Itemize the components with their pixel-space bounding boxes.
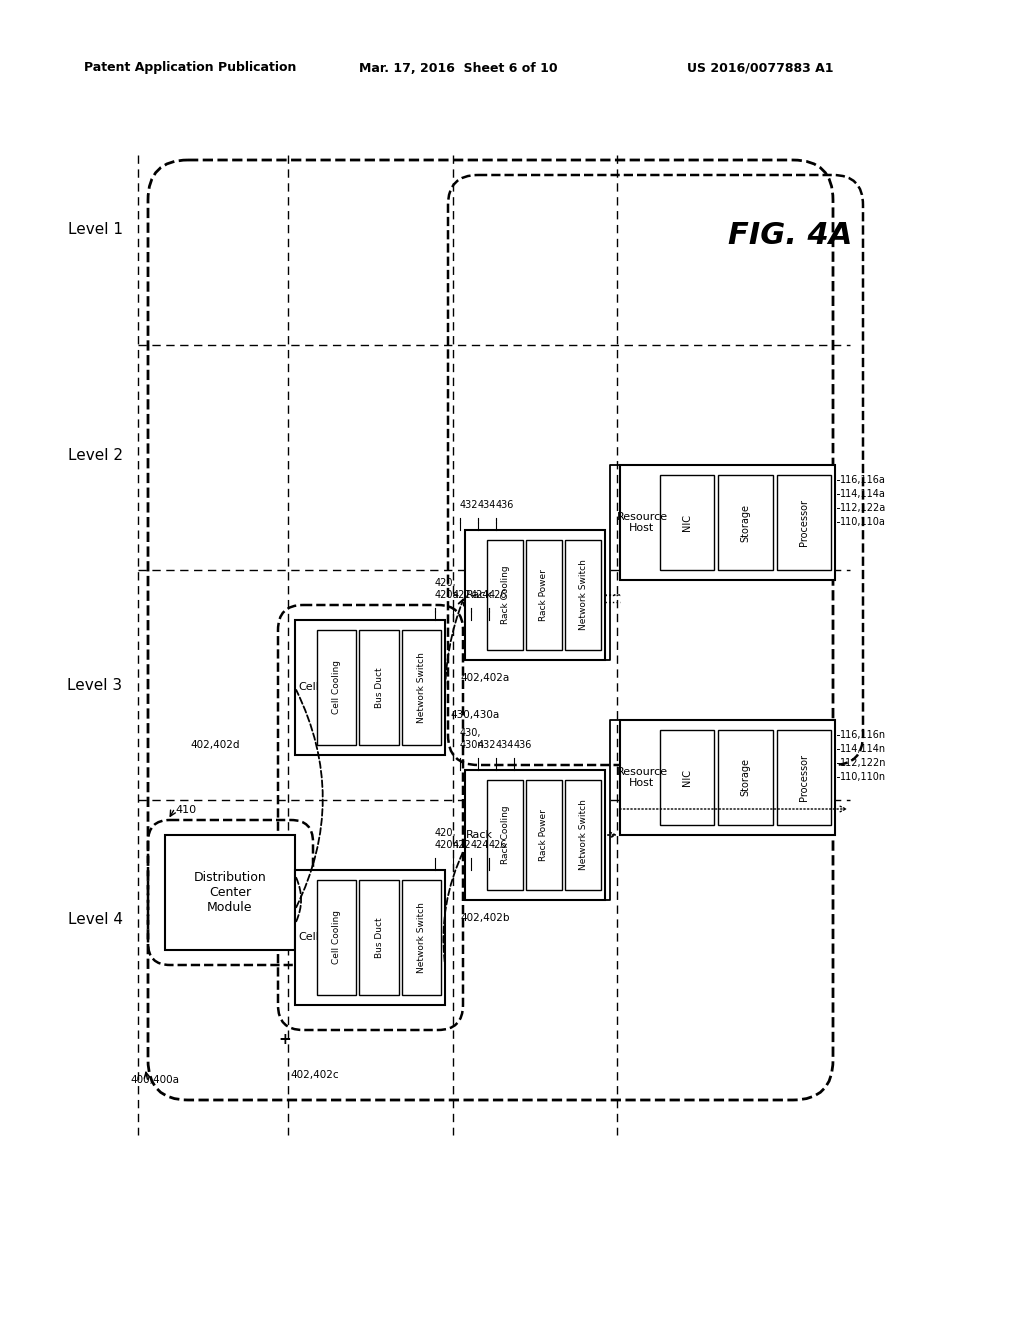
Text: 114,114a: 114,114a <box>840 488 886 499</box>
Bar <box>487 780 523 890</box>
Text: Distribution
Center
Module: Distribution Center Module <box>194 871 266 913</box>
Text: 110,110n: 110,110n <box>840 772 886 781</box>
Text: 400,400a: 400,400a <box>130 1074 179 1085</box>
Text: Rack: Rack <box>466 830 493 840</box>
Text: 410: 410 <box>175 805 197 814</box>
Bar <box>359 630 398 744</box>
Text: Rack Cooling: Rack Cooling <box>501 566 510 624</box>
Bar <box>401 630 441 744</box>
Text: 426: 426 <box>489 840 508 850</box>
Text: Bus Duct: Bus Duct <box>375 917 384 958</box>
Text: 402,402c: 402,402c <box>290 1071 339 1080</box>
Text: 434: 434 <box>496 741 514 750</box>
Bar <box>465 770 605 900</box>
Text: 402,402a: 402,402a <box>460 673 509 682</box>
Text: 402,402b: 402,402b <box>460 913 510 923</box>
Text: 112,122n: 112,122n <box>840 758 887 768</box>
Text: NIC: NIC <box>682 513 692 531</box>
Bar <box>660 475 715 570</box>
Text: 432: 432 <box>460 500 478 510</box>
Text: FIG. 4A: FIG. 4A <box>728 220 852 249</box>
Text: +: + <box>279 1032 292 1048</box>
Bar <box>718 475 773 570</box>
Text: Level 1: Level 1 <box>68 223 123 238</box>
Text: 114,114n: 114,114n <box>840 744 886 754</box>
Text: 112,122a: 112,122a <box>840 503 886 513</box>
Bar <box>526 780 562 890</box>
Text: Rack Cooling: Rack Cooling <box>501 805 510 865</box>
Text: Resource
Host: Resource Host <box>616 767 668 788</box>
Text: Level 2: Level 2 <box>68 447 123 462</box>
Bar <box>295 620 445 755</box>
Text: 420,
420n: 420, 420n <box>435 829 460 850</box>
Text: Resource
Host: Resource Host <box>616 512 668 533</box>
Bar <box>776 475 831 570</box>
Bar <box>317 880 356 995</box>
Bar <box>718 730 773 825</box>
Bar <box>565 540 601 649</box>
Text: Patent Application Publication: Patent Application Publication <box>84 62 296 74</box>
Text: Rack: Rack <box>466 590 493 601</box>
Bar <box>465 531 605 660</box>
Text: 426: 426 <box>489 590 508 601</box>
Text: 422: 422 <box>453 590 472 601</box>
Text: Processor: Processor <box>799 499 809 546</box>
Bar <box>317 630 356 744</box>
Text: 432: 432 <box>478 741 497 750</box>
Text: 420,
420a: 420, 420a <box>435 578 460 601</box>
Bar <box>620 719 835 836</box>
Text: 422: 422 <box>453 840 472 850</box>
Text: 436: 436 <box>496 500 514 510</box>
Text: Cell: Cell <box>299 682 319 693</box>
Text: Processor: Processor <box>799 754 809 801</box>
Bar <box>359 880 398 995</box>
Text: 430,
430n: 430, 430n <box>460 729 484 750</box>
Text: 436: 436 <box>514 741 532 750</box>
Bar <box>660 730 715 825</box>
Text: NIC: NIC <box>682 770 692 785</box>
Text: Level 4: Level 4 <box>68 912 123 928</box>
Bar <box>526 540 562 649</box>
Bar <box>165 836 295 950</box>
Text: 402,402d: 402,402d <box>190 741 240 750</box>
Text: Bus Duct: Bus Duct <box>375 667 384 708</box>
Text: 424: 424 <box>471 590 489 601</box>
Text: 434: 434 <box>478 500 497 510</box>
Text: 116,116n: 116,116n <box>840 730 886 741</box>
Text: Network Switch: Network Switch <box>579 800 588 870</box>
Text: Rack Power: Rack Power <box>540 569 549 620</box>
Bar <box>401 880 441 995</box>
Bar <box>295 870 445 1005</box>
Text: Mar. 17, 2016  Sheet 6 of 10: Mar. 17, 2016 Sheet 6 of 10 <box>358 62 557 74</box>
Text: Rack Power: Rack Power <box>540 809 549 861</box>
Text: 116,116a: 116,116a <box>840 475 886 484</box>
Text: Cell Cooling: Cell Cooling <box>332 660 341 714</box>
Text: Storage: Storage <box>740 759 751 796</box>
Text: US 2016/0077883 A1: US 2016/0077883 A1 <box>687 62 834 74</box>
Text: 424: 424 <box>471 840 489 850</box>
Bar <box>487 540 523 649</box>
Text: Level 3: Level 3 <box>68 677 123 693</box>
Text: Storage: Storage <box>740 503 751 541</box>
Text: 110,110a: 110,110a <box>840 517 886 527</box>
Text: Network Switch: Network Switch <box>579 560 588 631</box>
Text: Cell Cooling: Cell Cooling <box>332 911 341 965</box>
Text: Network Switch: Network Switch <box>417 902 426 973</box>
Bar <box>776 730 831 825</box>
Bar <box>565 780 601 890</box>
Bar <box>620 465 835 579</box>
Text: 430,430a: 430,430a <box>450 710 500 719</box>
Text: Network Switch: Network Switch <box>417 652 426 723</box>
Text: Cell: Cell <box>299 932 319 942</box>
